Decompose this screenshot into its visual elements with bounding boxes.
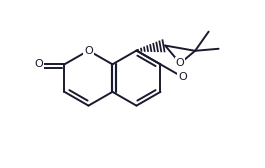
Text: O: O	[35, 59, 43, 69]
Text: O: O	[176, 58, 184, 68]
Text: O: O	[178, 72, 187, 82]
Text: O: O	[84, 46, 93, 56]
